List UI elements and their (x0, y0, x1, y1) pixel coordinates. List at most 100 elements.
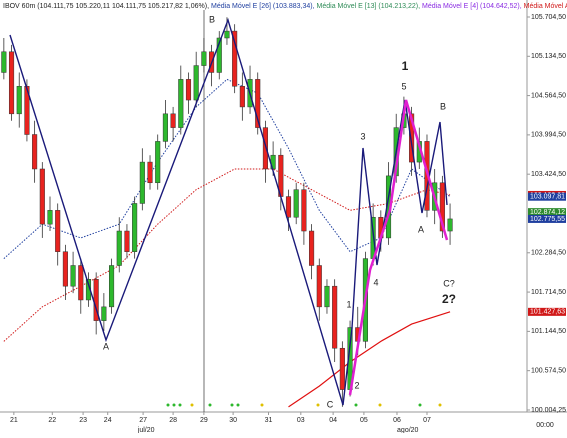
moving-average (288, 311, 451, 408)
candle-body (1, 51, 7, 73)
candle-body (324, 285, 330, 308)
x-tick-label: 21 (10, 417, 18, 424)
candle-body (447, 218, 453, 232)
candle-body (339, 347, 345, 390)
candle-body (285, 196, 292, 218)
candle-body (170, 113, 176, 128)
price-label: 103.097,81 (530, 194, 565, 201)
x-tick-label: 05 (360, 417, 368, 424)
candle-body (409, 113, 415, 163)
y-tick-label: 105.134,50 (531, 53, 566, 60)
bottom-dots (166, 403, 442, 407)
month-label: ago/20 (397, 427, 419, 433)
candle-body (178, 79, 184, 128)
x-tick-label: 29 (200, 417, 208, 424)
candle-body (201, 51, 207, 66)
candle-body (301, 189, 307, 232)
header-item: Média Móvel E [4] (104.642,52), (422, 3, 522, 10)
candle-body (147, 161, 153, 184)
x-tick-label: 04 (329, 417, 337, 424)
wave-label: C? (443, 278, 455, 288)
candle-body (332, 285, 338, 349)
y-tick-label: 101.714,50 (531, 289, 566, 296)
candle-body (47, 210, 53, 225)
price-label: 102.874,12 (530, 209, 565, 216)
x-tick-label: 31 (265, 417, 273, 424)
candle-body (309, 230, 315, 266)
candle-body (78, 265, 84, 301)
candle-body (24, 85, 30, 135)
candle-body (70, 265, 76, 287)
candle-body (39, 168, 45, 225)
x-tick-label: 24 (104, 417, 112, 424)
x-tick-label: 30 (229, 417, 237, 424)
wave-label: 1 (402, 59, 409, 73)
candle-body (139, 161, 145, 204)
candle-body (62, 251, 68, 287)
header-item: Média Móvel A [200] (99.2 (524, 3, 567, 10)
wave-label: 2 (354, 380, 359, 390)
price-label: 101.427,63 (530, 309, 565, 316)
candle-body (16, 85, 22, 115)
wave-label: A (103, 341, 109, 351)
candle-body (193, 65, 199, 101)
candle-body (55, 210, 61, 252)
candle-body (124, 230, 130, 252)
x-tick-label: 07 (423, 417, 431, 424)
wave-label: 5 (401, 81, 406, 91)
wave-line (9, 17, 448, 406)
candle-body (109, 265, 115, 308)
wave-label: 2? (442, 292, 456, 306)
candle-body (132, 203, 138, 252)
candle-body (232, 30, 238, 87)
header-item: Média Móvel E [26] (103.883,34), (211, 3, 315, 10)
y-tick-label: 105.704,50 (531, 14, 566, 21)
price-label-box (528, 208, 566, 217)
x-tick-label: 22 (48, 417, 56, 424)
moving-average (3, 78, 451, 259)
wave-label: 4 (373, 277, 378, 287)
wave-label: B (209, 14, 215, 24)
price-label: 102.775,55 (530, 216, 565, 223)
wave-line-magenta (348, 99, 449, 396)
candle-body (239, 85, 245, 108)
candle-body (255, 79, 261, 128)
wave-label: 1 (346, 299, 351, 309)
wave-label: 3 (360, 131, 365, 141)
price-label-box (528, 307, 566, 316)
time-label: 00:00 (536, 422, 554, 429)
candle-body (316, 265, 322, 308)
y-tick-label: 103.424,50 (531, 171, 566, 178)
y-tick-label: 100.004,25 (531, 407, 566, 414)
y-tick-label: 103.994,50 (531, 132, 566, 139)
candle-body (439, 182, 445, 232)
candle-body (155, 141, 161, 184)
price-label-box (528, 192, 566, 201)
candle-body (162, 113, 168, 142)
y-tick-label: 100.574,50 (531, 368, 566, 375)
header-item: Média Móvel E [13] (104.213,22), (317, 3, 421, 10)
header-item: IBOV 60m (104.111,75 105.220,11 104.111,… (3, 3, 209, 10)
x-tick-label: 06 (393, 417, 401, 424)
x-tick-label: 03 (297, 417, 305, 424)
candle-body (185, 79, 192, 101)
wave-label: C (327, 399, 334, 409)
candle-body (224, 30, 230, 39)
y-tick-label: 101.144,50 (531, 328, 566, 335)
y-tick-label: 104.564,50 (531, 92, 566, 99)
candle-body (101, 306, 107, 321)
wave-label: A (418, 224, 424, 234)
x-tick-label: 28 (169, 417, 177, 424)
chart-header: IBOV 60m (104.111,75 105.220,11 104.111,… (3, 3, 567, 10)
wave-label: B (440, 101, 446, 111)
month-label: jul/20 (137, 427, 155, 433)
candle-body (293, 189, 299, 218)
y-tick-label: 102.284,50 (531, 250, 566, 257)
candle-body (216, 37, 222, 73)
candle-body (8, 51, 15, 115)
price-label-box (528, 214, 566, 223)
candle-body (32, 134, 38, 170)
x-tick-label: 23 (79, 417, 87, 424)
